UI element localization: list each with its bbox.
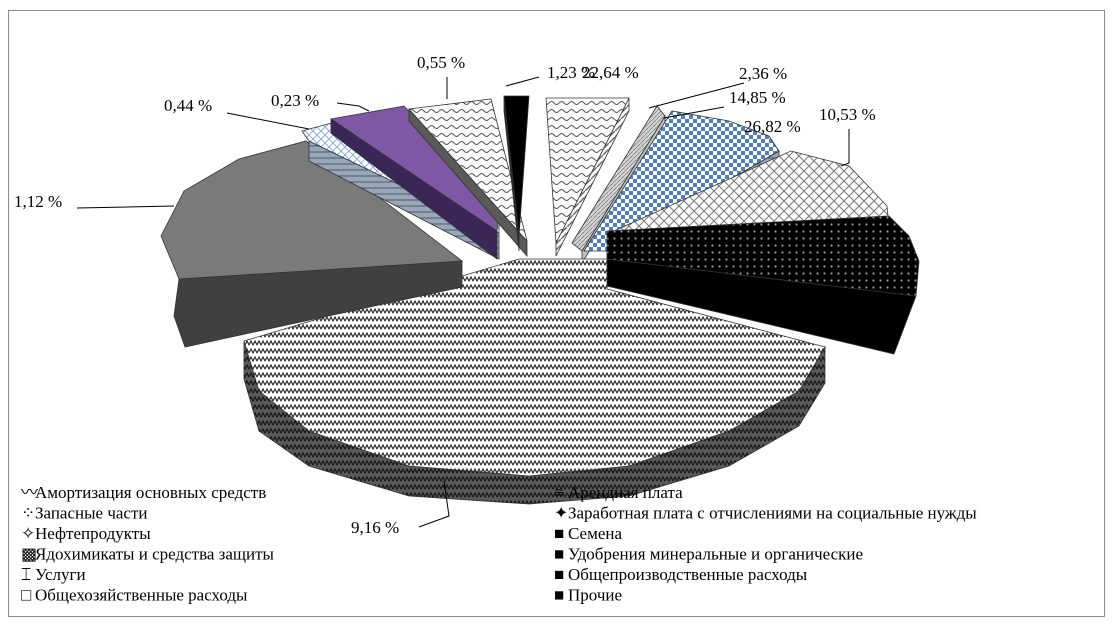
pie-slices bbox=[160, 95, 920, 505]
slice-label: 26,82 % bbox=[744, 117, 801, 136]
legend-label: Прочие bbox=[568, 586, 622, 605]
slice-label: 22,64 % bbox=[582, 63, 639, 82]
legend-item: ≡ Арендная плата bbox=[554, 483, 683, 502]
pie-slice-top bbox=[545, 97, 630, 245]
callout-line bbox=[840, 129, 850, 167]
legend-item: 〰Амортизация основных средств bbox=[21, 483, 266, 502]
legend-label: Семена bbox=[568, 524, 622, 543]
legend-item: ■ Прочие bbox=[554, 586, 622, 605]
slice-label: 1,23 % bbox=[547, 63, 595, 82]
legend-label: Амортизация основных средств bbox=[35, 483, 266, 502]
callout-line bbox=[336, 102, 370, 112]
legend-marker-icon: ⌶ bbox=[21, 565, 31, 584]
pie-slice-top bbox=[408, 98, 528, 242]
legend-label: Нефтепродукты bbox=[35, 524, 151, 543]
legend-item: ■ Удобрения минеральные и органические bbox=[554, 545, 863, 564]
slice-label: 1,12 % bbox=[14, 192, 62, 211]
legend-marker-icon: 〰 bbox=[21, 483, 38, 502]
legend-item: ✧ Нефтепродукты bbox=[21, 524, 151, 543]
legend-marker-icon: ✧ bbox=[21, 524, 35, 543]
pie-chart: 22,64 % 2,36 % 14,85 % 26,82 % 10,53 % 1,12 %… bbox=[14, 53, 977, 605]
pie-slice bbox=[160, 140, 464, 348]
legend-marker-icon: ≡ bbox=[554, 483, 564, 502]
legend-item: ■ Семена bbox=[554, 524, 622, 543]
legend-marker-icon: ▩ bbox=[21, 545, 37, 564]
callout-line bbox=[663, 106, 725, 119]
slice-label: 10,53 % bbox=[819, 105, 876, 124]
legend-item: ⌶ Услуги bbox=[21, 565, 86, 584]
callout-lines bbox=[76, 76, 850, 528]
pie-slice bbox=[243, 258, 826, 505]
legend-item: ■ Общепроизводственные расходы bbox=[554, 565, 808, 584]
slice-label: 0,55 % bbox=[417, 53, 465, 72]
legend-label: Общехозяйственные расходы bbox=[35, 586, 248, 605]
pie-slice bbox=[545, 97, 630, 257]
legend-marker-icon: ■ bbox=[554, 524, 564, 543]
legend-item: □ Общехозяйственные расходы bbox=[21, 586, 248, 605]
callout-line bbox=[76, 205, 175, 209]
pie-slice-top bbox=[243, 258, 826, 477]
pie-slice bbox=[606, 215, 920, 355]
slice-labels: 22,64 % 2,36 % 14,85 % 26,82 % 10,53 % 1,12 %… bbox=[14, 53, 876, 537]
callout-line bbox=[418, 480, 450, 528]
legend-marker-icon: □ bbox=[21, 586, 31, 605]
legend-marker-icon: ■ bbox=[554, 586, 564, 605]
legend-marker-icon: ✦ bbox=[554, 504, 568, 523]
callout-line bbox=[648, 82, 745, 109]
legend-label: Арендная плата bbox=[568, 483, 683, 502]
pie-slice bbox=[408, 98, 528, 258]
legend-marker-icon: ■ bbox=[554, 565, 564, 584]
slice-label: 0,44 % bbox=[164, 96, 212, 115]
pie-slice bbox=[503, 95, 530, 252]
legend: 〰Амортизация основных средств ≡ Арендная п… bbox=[21, 483, 977, 605]
legend-marker-icon: ⁘ bbox=[21, 504, 35, 523]
legend-label: Запасные части bbox=[35, 504, 148, 523]
legend-item: ⁘ Запасные части bbox=[21, 504, 148, 523]
slice-label: 9,16 % bbox=[351, 518, 399, 537]
legend-label: Заработная плата с отчислениями на социа… bbox=[568, 504, 977, 523]
pie-slice-top bbox=[160, 140, 464, 280]
callout-line bbox=[505, 76, 540, 87]
legend-label: Ядохимикаты и средства защиты bbox=[35, 545, 275, 564]
legend-item: ✦ Заработная плата с отчислениями на соци… bbox=[554, 504, 977, 523]
pie-slice-top bbox=[503, 95, 530, 237]
legend-item: ▩Ядохимикаты и средства защиты bbox=[21, 545, 275, 564]
slice-label: 14,85 % bbox=[729, 88, 786, 107]
legend-label: Услуги bbox=[35, 565, 86, 584]
chart-frame: 22,64 % 2,36 % 14,85 % 26,82 % 10,53 % 1,12 %… bbox=[8, 10, 1105, 617]
legend-label: Общепроизводственные расходы bbox=[568, 565, 808, 584]
slice-label: 0,23 % bbox=[271, 91, 319, 110]
slice-label: 2,36 % bbox=[739, 64, 787, 83]
callout-line bbox=[226, 112, 310, 130]
pie-slice-top bbox=[571, 105, 666, 252]
legend-marker-icon: ■ bbox=[554, 545, 564, 564]
legend-label: Удобрения минеральные и органические bbox=[568, 545, 863, 564]
